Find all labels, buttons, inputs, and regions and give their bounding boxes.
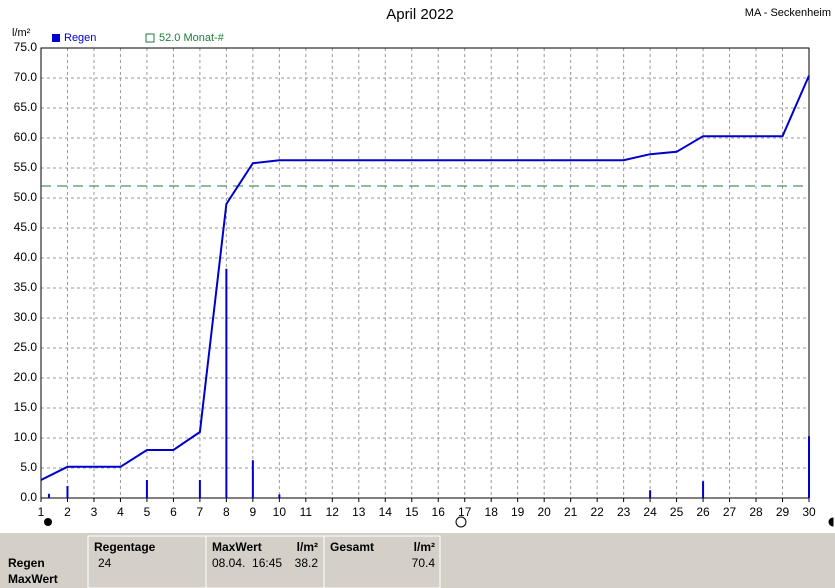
- rain-bar: [47, 493, 50, 498]
- legend-label: Regen: [64, 32, 96, 44]
- rain-bar: [251, 460, 254, 498]
- x-tick-label: 8: [223, 505, 230, 519]
- x-tick-label: 15: [405, 505, 419, 519]
- x-tick-label: 10: [273, 505, 287, 519]
- chart-background: [0, 0, 835, 533]
- rain-bar: [278, 494, 281, 498]
- x-tick-label: 12: [326, 505, 340, 519]
- x-tick-label: 13: [352, 505, 366, 519]
- y-tick-label: 15.0: [14, 400, 38, 414]
- y-tick-label: 45.0: [14, 220, 38, 234]
- y-tick-label: 75.0: [14, 40, 38, 54]
- x-tick-label: 17: [458, 505, 472, 519]
- moon-new: [44, 518, 52, 526]
- y-axis-label: l/m²: [12, 27, 31, 39]
- y-tick-label: 30.0: [14, 310, 38, 324]
- y-tick-label: 5.0: [20, 460, 37, 474]
- header: Regentage: [94, 540, 156, 554]
- x-tick-label: 3: [91, 505, 98, 519]
- y-tick-label: 55.0: [14, 160, 38, 174]
- plot-frame: [40, 47, 810, 499]
- y-tick-label: 10.0: [14, 430, 38, 444]
- x-tick-label: 25: [670, 505, 684, 519]
- y-tick-label: 65.0: [14, 100, 38, 114]
- x-tick-label: 22: [590, 505, 604, 519]
- y-tick-label: 0.0: [20, 490, 37, 504]
- rain-bar: [649, 490, 652, 498]
- cell: 70.4: [412, 556, 436, 570]
- moon-full: [455, 516, 467, 528]
- stats-box: [87, 535, 441, 588]
- rain-bar: [145, 480, 148, 498]
- x-tick-label: 5: [144, 505, 151, 519]
- legend-swatch: [145, 33, 155, 43]
- rain-bar: [66, 486, 69, 498]
- x-tick-label: 6: [170, 505, 177, 519]
- cumulative-line: [40, 75, 810, 481]
- x-tick-label: 27: [723, 505, 737, 519]
- header: Gesamt: [330, 540, 374, 554]
- y-tick-label: 40.0: [14, 250, 38, 264]
- legend-label: 52.0 Monat-#: [159, 32, 225, 44]
- y-tick-label: 20.0: [14, 370, 38, 384]
- y-tick-label: 50.0: [14, 190, 38, 204]
- row-label: Regen: [8, 556, 45, 570]
- cell: 08.04. 16:45: [212, 556, 282, 570]
- x-tick-label: 19: [511, 505, 525, 519]
- cell: 38.2: [295, 556, 319, 570]
- x-tick-label: 24: [643, 505, 657, 519]
- x-tick-label: 11: [300, 505, 313, 519]
- plot: 0.0 5.0 10.0 15.0 20.0 25.0 30.0 35.0 40.0 45.0 50…: [14, 40, 816, 519]
- rain-bar: [808, 436, 810, 498]
- y-tick-label: 25.0: [14, 340, 38, 354]
- cell: 24: [98, 556, 112, 570]
- x-tick-label: 28: [749, 505, 763, 519]
- x-tick-label: 29: [776, 505, 790, 519]
- x-tick-label: 4: [117, 505, 124, 519]
- y-tick-label: 70.0: [14, 70, 38, 84]
- x-tick-label: 2: [64, 505, 71, 519]
- header: MaxWert: [212, 540, 262, 554]
- y-tick-label: 35.0: [14, 280, 38, 294]
- x-tick-label: 7: [197, 505, 204, 519]
- x-tick-label: 16: [432, 505, 446, 519]
- x-tick-label: 21: [564, 505, 578, 519]
- x-tick-label: 30: [802, 505, 816, 519]
- rain-bar: [225, 268, 228, 498]
- rain-bar: [702, 481, 705, 498]
- header: l/m²: [297, 540, 318, 554]
- header: l/m²: [414, 540, 435, 554]
- legend-swatch: [52, 34, 60, 42]
- x-tick-label: 26: [696, 505, 710, 519]
- y-tick-label: 60.0: [14, 130, 38, 144]
- x-tick-label: 23: [617, 505, 631, 519]
- rain-bar: [198, 480, 201, 498]
- x-tick-label: 20: [537, 505, 551, 519]
- row-label: MaxWert: [8, 572, 58, 586]
- x-tick-label: 14: [379, 505, 393, 519]
- moon-quarter: [828, 517, 834, 527]
- station: MA - Seckenheim: [745, 7, 831, 19]
- x-tick-label: 9: [250, 505, 257, 519]
- chart-title: April 2022: [386, 6, 454, 23]
- x-tick-label: 18: [485, 505, 499, 519]
- x-tick-label: 1: [38, 505, 45, 519]
